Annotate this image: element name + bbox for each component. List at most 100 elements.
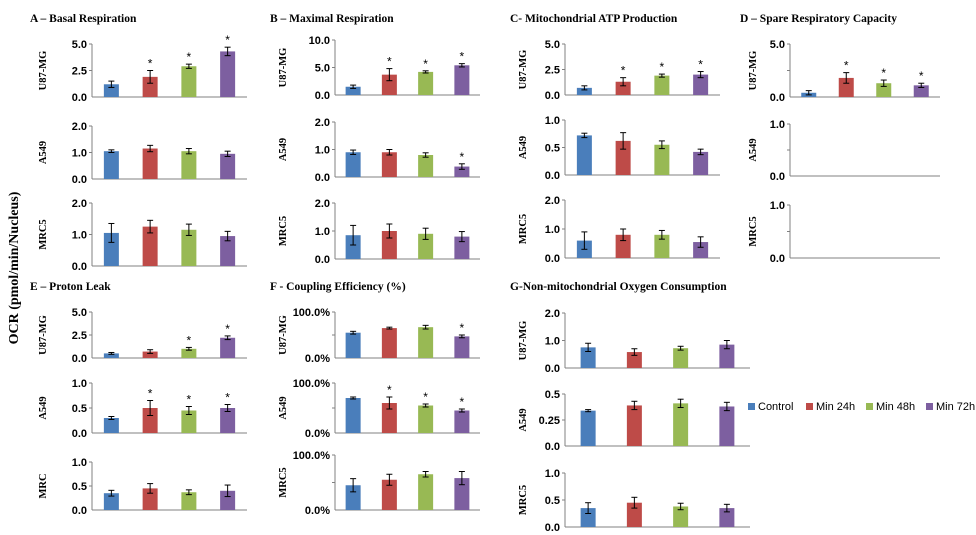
bar xyxy=(615,81,631,95)
significance-marker: * xyxy=(844,59,849,73)
significance-marker: * xyxy=(423,390,428,404)
tick-label: 0.0 xyxy=(72,505,87,517)
significance-marker: * xyxy=(660,60,665,74)
panel: A549 1.0 0.0 xyxy=(748,119,940,183)
row-label: U87-MG xyxy=(518,321,529,361)
tick-label: 0.0 xyxy=(72,174,87,186)
tick-label: 0.0 xyxy=(72,353,87,365)
bar xyxy=(454,336,470,358)
panel: A549 2.0 1.0 0.0 * xyxy=(278,117,480,184)
bar xyxy=(142,351,158,358)
chart-title: B – Maximal Respiration xyxy=(270,13,394,25)
tick-label: 0.0 xyxy=(770,171,785,183)
significance-marker: * xyxy=(460,50,465,64)
row-label: U87-MG xyxy=(278,48,289,88)
chart-a: A – Basal Respiration U87-MG 5.0 2.5 0.0 * * * A… xyxy=(30,13,247,273)
bar xyxy=(693,151,709,175)
tick-label: 0.25 xyxy=(539,415,560,427)
panel: MRC 1.0 0.5 0.0 xyxy=(38,457,247,517)
legend-swatch xyxy=(926,403,933,410)
tick-label: 2.5 xyxy=(72,330,87,342)
row-label: MRC5 xyxy=(518,214,529,244)
bar xyxy=(220,337,236,358)
bar xyxy=(719,344,735,368)
chart-g: G-Non-mitochondrial Oxygen Consumption U8… xyxy=(510,281,750,534)
chart-f: F - Coupling Efficiency (%) U87-MG 100.0% 0… xyxy=(270,281,480,517)
bar xyxy=(454,236,470,259)
bar xyxy=(103,232,119,266)
tick-label: 0.0 xyxy=(72,92,87,104)
bar xyxy=(654,144,670,175)
bar xyxy=(181,348,197,358)
tick-label: 0.0 xyxy=(315,254,330,266)
tick-label: 1.0 xyxy=(72,457,87,469)
tick-label: 0.0 xyxy=(545,522,560,534)
bar xyxy=(418,327,434,358)
tick-label: 0.5 xyxy=(545,389,560,401)
row-label: MRC5 xyxy=(748,216,759,246)
bar xyxy=(454,166,470,177)
significance-marker: * xyxy=(698,58,703,72)
bar xyxy=(142,148,158,179)
bar xyxy=(142,408,158,433)
tick-label: 1.0 xyxy=(315,226,330,238)
bar xyxy=(693,74,709,95)
tick-label: 1.0 xyxy=(545,224,560,236)
tick-label: 2.0 xyxy=(315,198,330,210)
row-label: MRC xyxy=(38,473,49,498)
bar xyxy=(673,348,689,368)
bar xyxy=(654,75,670,95)
tick-label: 5.0 xyxy=(770,39,785,51)
bar xyxy=(418,71,434,95)
panel: U87-MG 2.0 1.0 0.0 xyxy=(518,308,750,375)
panel: U87-MG 10.0 5.0 0.0 * * * xyxy=(278,35,480,102)
bar xyxy=(580,410,596,446)
row-label: A549 xyxy=(748,138,759,161)
chart-title: E – Proton Leak xyxy=(30,281,111,293)
bar xyxy=(576,135,592,175)
legend-swatch xyxy=(866,403,873,410)
significance-marker: * xyxy=(621,64,626,78)
significance-marker: * xyxy=(187,333,192,347)
tick-label: 100.0% xyxy=(293,450,331,462)
row-label: MRC5 xyxy=(518,485,529,515)
legend-item: Control xyxy=(748,401,793,413)
significance-marker: * xyxy=(387,383,392,397)
tick-label: 10.0 xyxy=(309,35,330,47)
tick-label: 0.0 xyxy=(545,170,560,182)
legend-item: Min 48h xyxy=(866,401,915,413)
bar xyxy=(418,233,434,259)
bar xyxy=(454,410,470,433)
bar xyxy=(654,234,670,258)
bar xyxy=(220,236,236,266)
bar xyxy=(181,492,197,510)
panel: MRC5 2.0 1.0 0.0 xyxy=(278,198,480,266)
panel: A549 2.0 1.0 0.0 xyxy=(38,121,247,186)
bar xyxy=(181,229,197,266)
panel: MRC5 100.0% 0.0% xyxy=(278,450,480,517)
legend-label: Control xyxy=(758,401,793,413)
bar xyxy=(142,488,158,510)
bar xyxy=(345,235,361,259)
bar xyxy=(719,508,735,527)
panel: MRC5 1.0 0.5 0.0 xyxy=(518,468,750,534)
significance-marker: * xyxy=(187,393,192,407)
bar xyxy=(220,153,236,179)
tick-label: 2.0 xyxy=(545,308,560,320)
row-label: U87-MG xyxy=(38,315,49,355)
bar xyxy=(345,86,361,95)
tick-label: 2.0 xyxy=(545,195,560,207)
chart-d: D – Spare Respiratory Capacity U87-MG 5.0 0… xyxy=(740,13,940,265)
row-label: U87-MG xyxy=(748,51,759,91)
bar xyxy=(615,234,631,258)
bar xyxy=(673,403,689,446)
y-axis-label: OCR (pmol/min/Nucleus) xyxy=(7,191,22,344)
bar xyxy=(103,353,119,358)
significance-marker: * xyxy=(187,50,192,64)
row-label: MRC5 xyxy=(38,219,49,249)
panel: MRC5 2.0 1.0 0.0 xyxy=(518,195,720,265)
tick-label: 0.5 xyxy=(72,403,87,415)
significance-marker: * xyxy=(919,69,924,83)
significance-marker: * xyxy=(387,55,392,69)
